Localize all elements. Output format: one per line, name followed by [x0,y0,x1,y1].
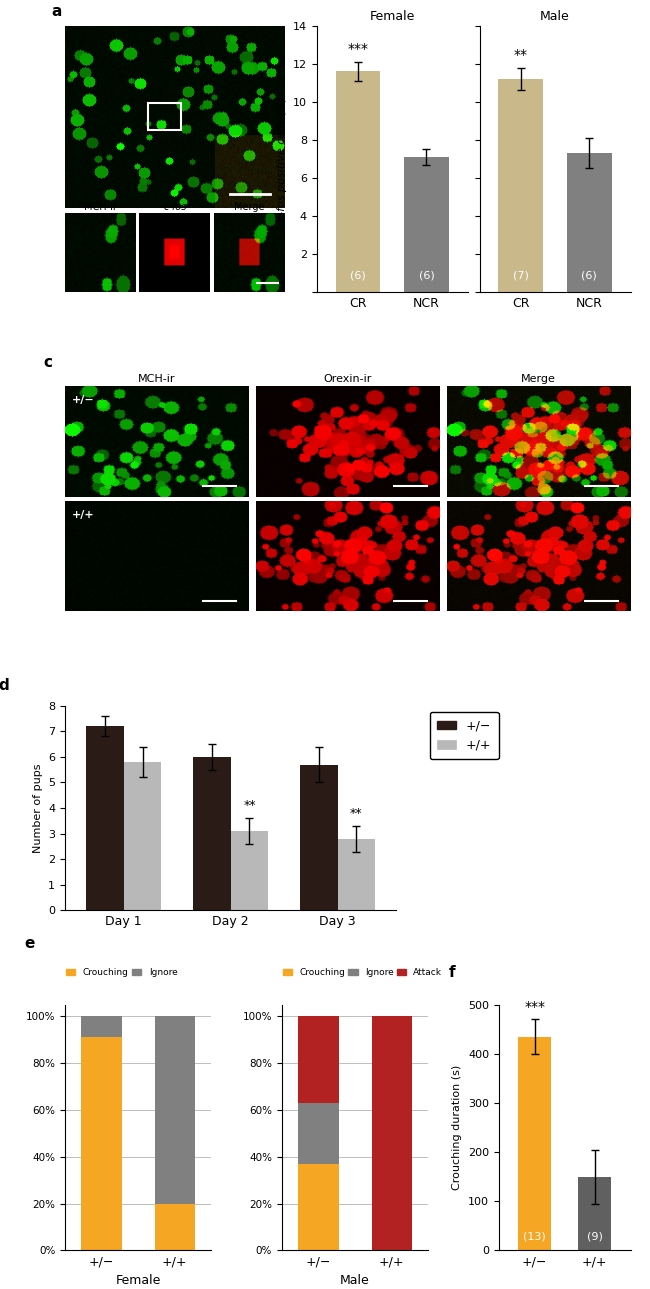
Text: (6): (6) [582,271,597,281]
Text: (6): (6) [350,271,366,281]
Title: Female: Female [369,10,415,23]
X-axis label: Female: Female [116,1274,161,1286]
Bar [148,103,181,130]
Bar [155,1204,195,1250]
Bar [578,1177,611,1250]
Bar [300,764,337,910]
Text: (6): (6) [419,271,434,281]
Bar [81,1038,122,1250]
Bar [193,757,231,910]
Text: **: ** [243,799,255,812]
Text: ***: *** [525,1000,545,1014]
Text: f: f [449,965,456,980]
Legend: Crouching, Ignore: Crouching, Ignore [62,965,181,981]
Bar [231,831,268,910]
Text: c: c [43,354,52,370]
Bar [81,1016,122,1038]
X-axis label: Male: Male [340,1274,370,1286]
Title: Male: Male [540,10,570,23]
Bar [499,79,543,293]
Title: Merge: Merge [234,202,265,213]
Y-axis label: Crouching duration (s): Crouching duration (s) [452,1065,462,1190]
Text: (13): (13) [523,1231,546,1241]
Legend: +/−, +/+: +/−, +/+ [430,712,499,759]
Title: MCH-ir: MCH-ir [84,202,117,213]
Bar [155,1016,195,1204]
Text: d: d [0,678,10,693]
Text: **: ** [350,807,363,820]
Bar [337,839,375,910]
Text: +/−: +/− [72,394,95,405]
Y-axis label: c-fos positive cells (%): c-fos positive cells (%) [278,97,287,222]
Y-axis label: Number of pups: Number of pups [32,763,43,853]
Text: a: a [52,4,62,18]
Text: **: ** [514,48,528,62]
Title: Orexin-ir: Orexin-ir [324,374,372,384]
Text: e: e [24,936,34,950]
Bar [404,157,448,293]
Bar [298,1103,339,1164]
Bar [86,726,124,910]
Bar [335,71,380,293]
Text: ***: *** [347,43,369,57]
Bar [298,1016,339,1103]
Text: +/+: +/+ [72,510,95,519]
Bar [298,1164,339,1250]
Text: (9): (9) [587,1231,603,1241]
Title: MCH-ir: MCH-ir [138,374,176,384]
Bar [518,1036,551,1250]
Title: Merge: Merge [521,374,556,384]
Text: (7): (7) [513,271,528,281]
Title: c-fos: c-fos [163,202,187,213]
Bar [372,1016,411,1250]
Bar [567,153,612,293]
Bar [124,762,161,910]
Legend: Crouching, Ignore, Attack: Crouching, Ignore, Attack [279,965,446,981]
